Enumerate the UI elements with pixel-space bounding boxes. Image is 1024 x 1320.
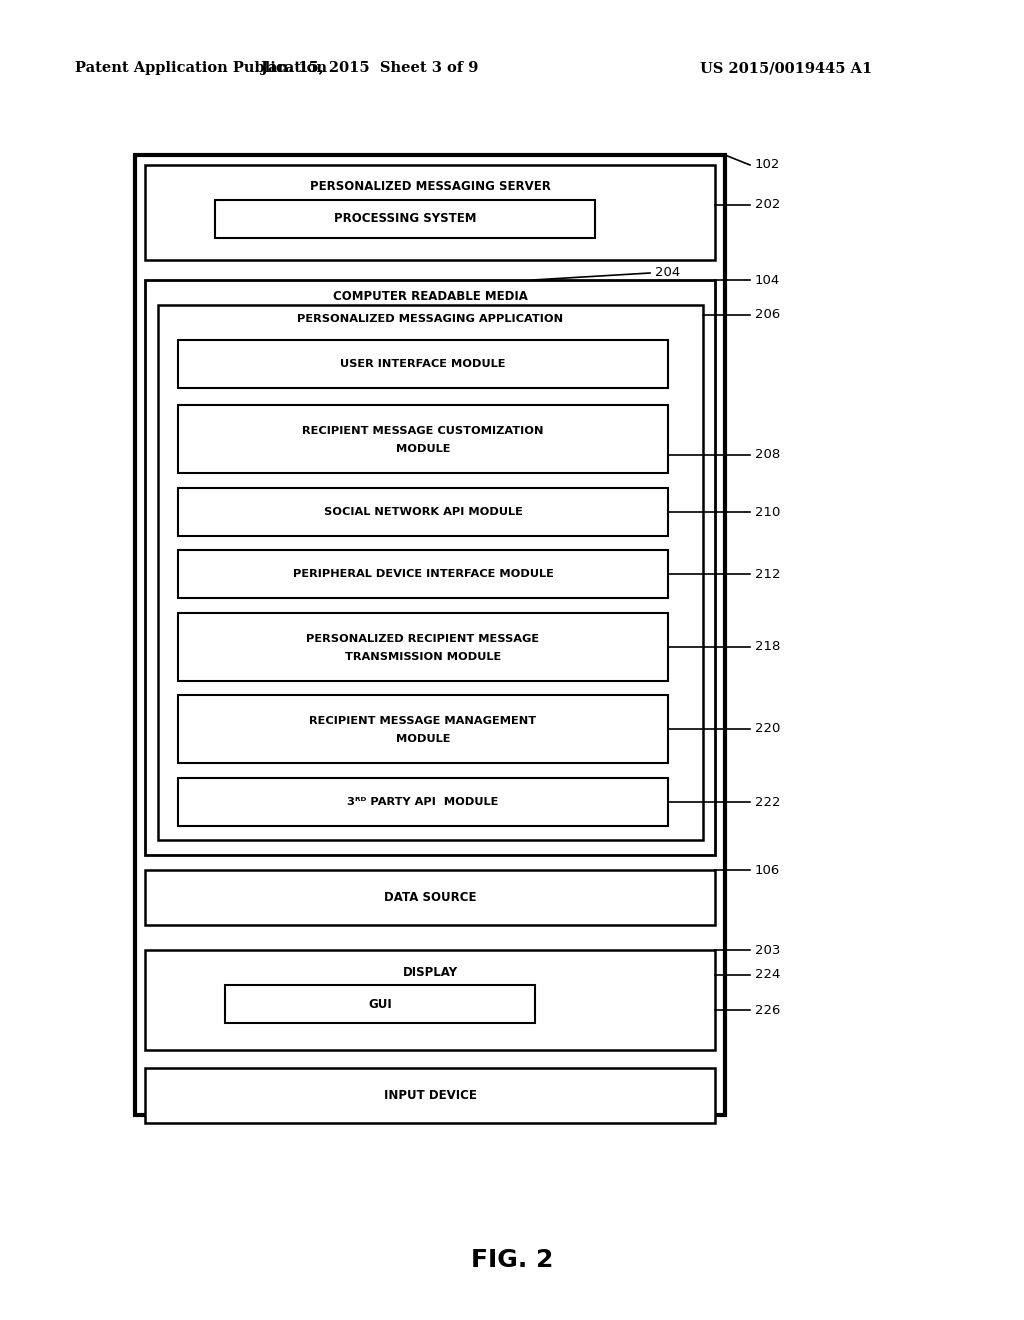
Bar — [178, 405, 668, 473]
Text: 203: 203 — [755, 944, 780, 957]
Text: DATA SOURCE: DATA SOURCE — [384, 891, 476, 904]
Bar — [135, 154, 725, 1115]
Text: 3ᴿᴰ PARTY API  MODULE: 3ᴿᴰ PARTY API MODULE — [347, 797, 499, 807]
Text: MODULE: MODULE — [395, 444, 451, 454]
Text: RECIPIENT MESSAGE MANAGEMENT: RECIPIENT MESSAGE MANAGEMENT — [309, 715, 537, 726]
Text: 226: 226 — [755, 1003, 780, 1016]
Text: PROCESSING SYSTEM: PROCESSING SYSTEM — [334, 213, 476, 226]
Text: 220: 220 — [755, 722, 780, 735]
Text: 202: 202 — [755, 198, 780, 211]
Text: PERSONALIZED MESSAGING SERVER: PERSONALIZED MESSAGING SERVER — [309, 181, 551, 194]
Bar — [178, 612, 668, 681]
Bar — [145, 1068, 715, 1123]
Text: 218: 218 — [755, 640, 780, 653]
Bar — [145, 950, 715, 1049]
Bar — [178, 550, 668, 598]
Text: 208: 208 — [755, 449, 780, 462]
Bar — [145, 870, 715, 925]
Text: Patent Application Publication: Patent Application Publication — [75, 61, 327, 75]
Text: INPUT DEVICE: INPUT DEVICE — [384, 1089, 476, 1102]
Text: 204: 204 — [655, 267, 680, 280]
Text: COMPUTER READABLE MEDIA: COMPUTER READABLE MEDIA — [333, 289, 527, 302]
Bar — [145, 280, 715, 855]
Text: FIG. 2: FIG. 2 — [471, 1247, 553, 1272]
Text: 206: 206 — [755, 309, 780, 322]
Text: 212: 212 — [755, 568, 780, 581]
Text: 224: 224 — [755, 969, 780, 982]
Text: USER INTERFACE MODULE: USER INTERFACE MODULE — [340, 359, 506, 370]
Text: GUI: GUI — [368, 998, 392, 1011]
Text: US 2015/0019445 A1: US 2015/0019445 A1 — [700, 61, 872, 75]
Bar — [145, 165, 715, 260]
Text: PERSONALIZED RECIPIENT MESSAGE: PERSONALIZED RECIPIENT MESSAGE — [306, 634, 540, 644]
Bar — [178, 341, 668, 388]
Text: Jan. 15, 2015  Sheet 3 of 9: Jan. 15, 2015 Sheet 3 of 9 — [261, 61, 478, 75]
Bar — [158, 305, 703, 840]
Text: RECIPIENT MESSAGE CUSTOMIZATION: RECIPIENT MESSAGE CUSTOMIZATION — [302, 426, 544, 436]
Bar — [178, 777, 668, 826]
Text: PERIPHERAL DEVICE INTERFACE MODULE: PERIPHERAL DEVICE INTERFACE MODULE — [293, 569, 553, 579]
Text: PERSONALIZED MESSAGING APPLICATION: PERSONALIZED MESSAGING APPLICATION — [297, 314, 563, 323]
Text: 104: 104 — [755, 273, 780, 286]
Text: 222: 222 — [755, 796, 780, 808]
Bar — [178, 488, 668, 536]
Bar — [178, 696, 668, 763]
Text: DISPLAY: DISPLAY — [402, 965, 458, 978]
Bar — [215, 201, 595, 238]
Text: 210: 210 — [755, 506, 780, 519]
Text: TRANSMISSION MODULE: TRANSMISSION MODULE — [345, 652, 501, 663]
Text: SOCIAL NETWORK API MODULE: SOCIAL NETWORK API MODULE — [324, 507, 522, 517]
Text: 102: 102 — [755, 158, 780, 172]
Text: MODULE: MODULE — [395, 734, 451, 744]
Text: 106: 106 — [755, 863, 780, 876]
Bar — [225, 985, 535, 1023]
